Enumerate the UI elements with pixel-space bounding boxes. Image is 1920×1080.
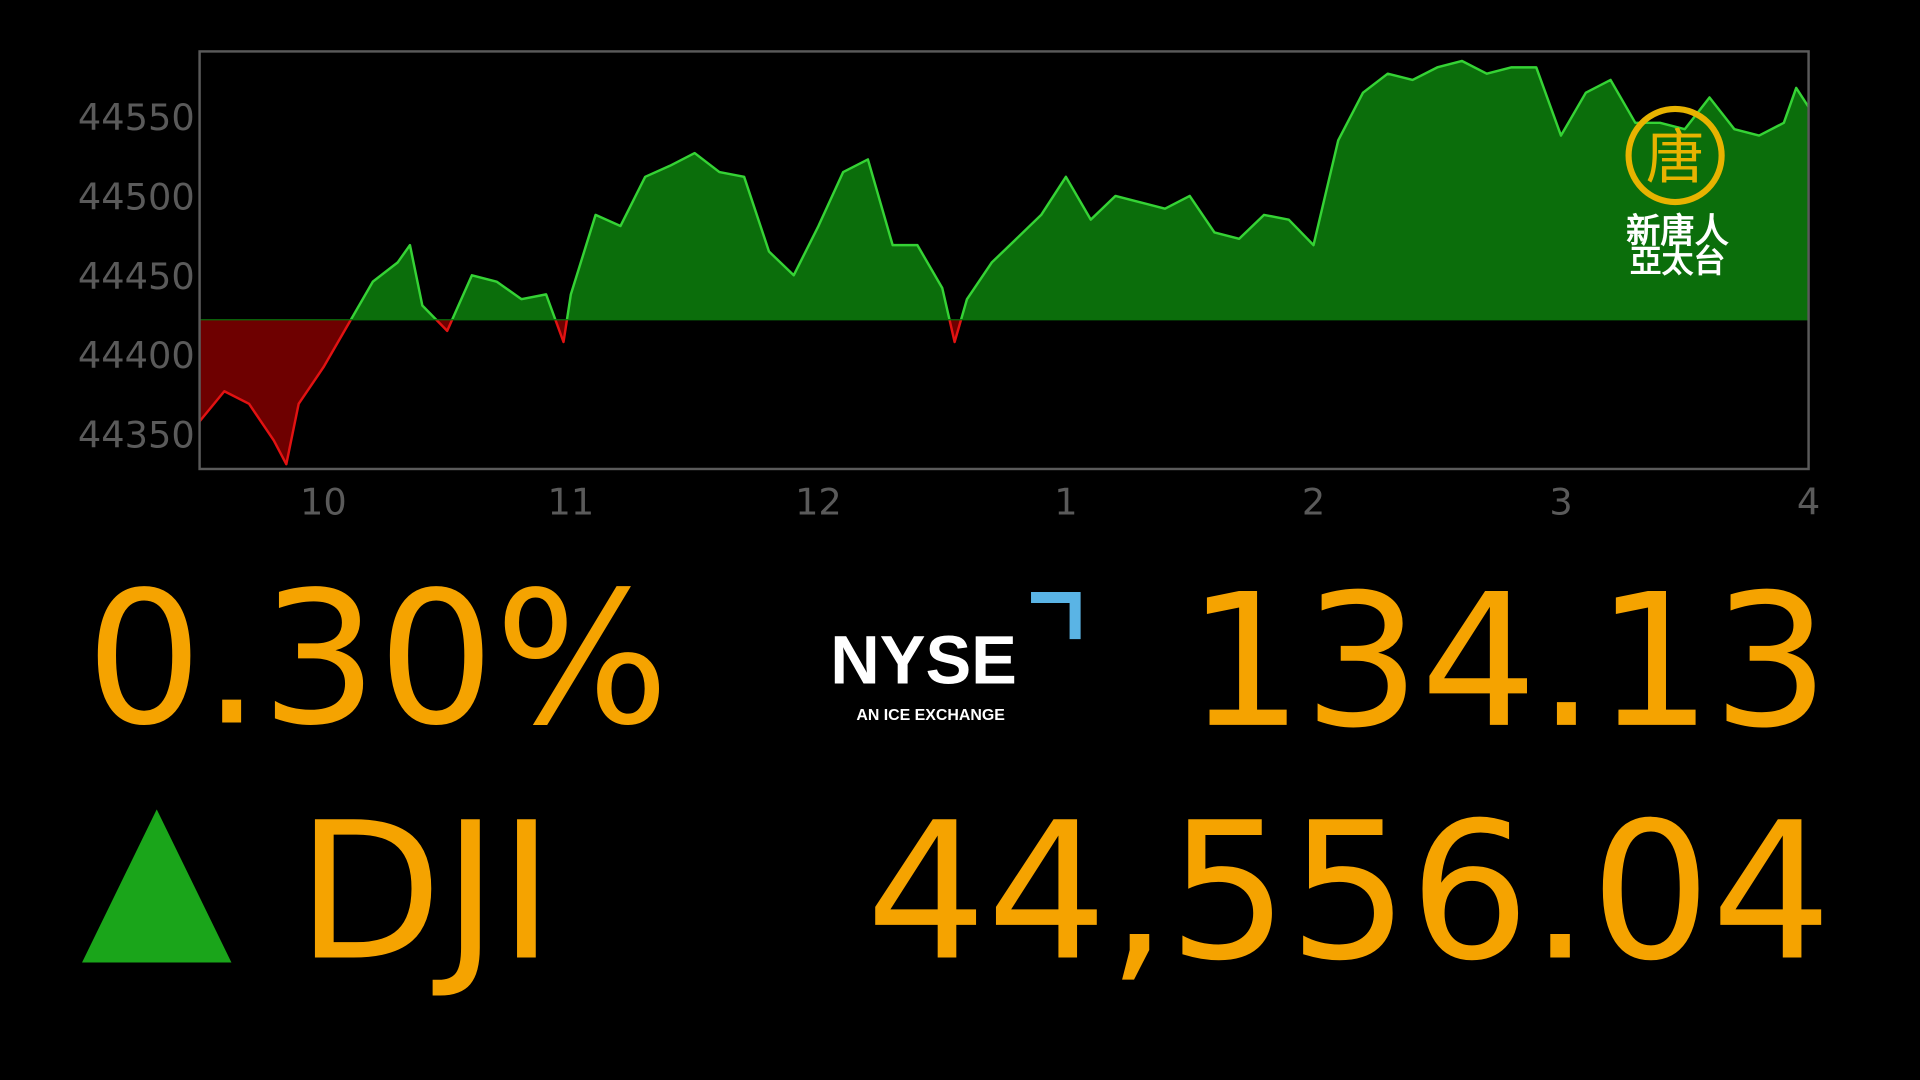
y-tick-label: 44550 <box>78 96 195 139</box>
price-line-down <box>198 319 963 466</box>
plot-frame <box>198 50 1810 471</box>
change-percent: 0.30% <box>86 553 669 766</box>
symbol: DJI <box>296 782 554 1003</box>
emblem: 唐 <box>1646 126 1705 191</box>
y-tick-label: 44450 <box>78 255 195 298</box>
x-tick-label: 3 <box>1549 480 1572 523</box>
exchange-name: NYSE <box>830 621 1017 698</box>
x-tick-label: 4 <box>1797 480 1820 523</box>
channel-logo: 唐 新唐人 亞太台 <box>1625 105 1730 279</box>
y-tick-label: 44350 <box>78 414 195 457</box>
change-points: 134.13 <box>1187 556 1830 769</box>
exchange-tagline: AN ICE EXCHANGE <box>856 707 1004 724</box>
logo-corner <box>1031 592 1081 640</box>
price-line-up <box>349 59 1810 320</box>
channel-name: 新唐人 <box>1626 211 1730 250</box>
emblem-ring <box>1625 105 1725 206</box>
plot <box>198 59 1810 466</box>
x-tick-label: 2 <box>1302 480 1325 523</box>
x-tick-label: 10 <box>300 480 347 523</box>
up-arrow <box>82 809 232 963</box>
y-tick-label: 44400 <box>78 334 195 377</box>
y-tick-label: 44500 <box>78 175 195 218</box>
x-tick-label: 11 <box>548 480 595 523</box>
x-tick-label: 12 <box>795 480 842 523</box>
channel-region: 亞太台 <box>1630 243 1726 279</box>
area-fill-up <box>350 60 1809 320</box>
close-value: 44,556.04 <box>866 782 1832 1003</box>
x-tick-label: 1 <box>1054 480 1077 523</box>
nyse-logo: NYSE AN ICE EXCHANGE <box>830 592 1081 724</box>
